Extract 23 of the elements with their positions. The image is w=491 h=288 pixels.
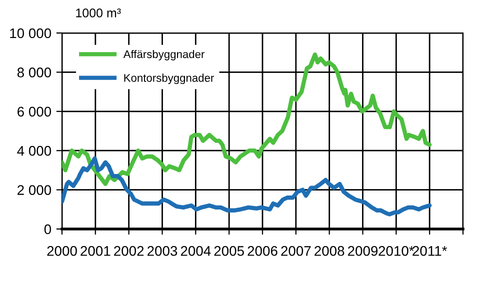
y-tick-label: 8 000 [17, 68, 52, 78]
y-tick-label: 2 000 [18, 185, 52, 195]
x-tick-label: 2001 [80, 246, 110, 256]
x-tick-label: 2011* [412, 246, 448, 256]
y-tick-label: 10 000 [10, 28, 52, 38]
chart-title: 1000 m³ [76, 8, 121, 18]
x-tick-label: 2002 [114, 246, 144, 256]
x-tick-label: 2000 [47, 246, 77, 256]
x-tick-label: 2003 [148, 246, 178, 256]
legend-label: Kontorsbyggnader [124, 74, 214, 84]
x-tick-label: 2008 [314, 246, 344, 256]
line-series [62, 52, 432, 186]
y-tick-label: 6 000 [18, 106, 52, 117]
x-tick-label: 2009 [348, 246, 378, 256]
legend-label: Affärsbyggnader [123, 50, 205, 60]
y-tick-label: 4 000 [17, 146, 52, 156]
x-tick-label: 2005 [214, 246, 244, 256]
line-series [62, 156, 432, 216]
x-tick-label: 2006 [248, 246, 278, 256]
x-tick-label: 2010* [378, 246, 414, 256]
x-tick-label: 2004 [180, 246, 211, 256]
y-tick-label: 0 [44, 224, 52, 234]
x-tick-label: 2007 [281, 246, 311, 256]
